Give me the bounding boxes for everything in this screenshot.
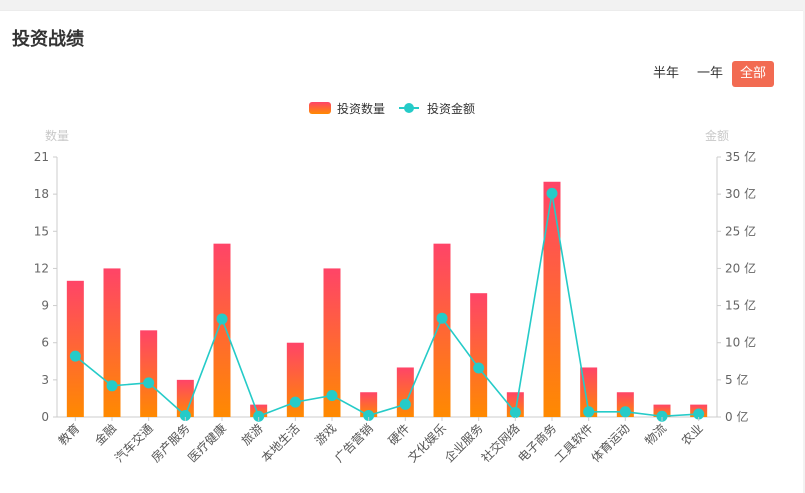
amount-point[interactable] (179, 410, 191, 422)
y-left-tick-label: 21 (34, 150, 49, 164)
y-left-tick-label: 15 (34, 224, 49, 238)
x-tick-label: 电子商务 (515, 421, 560, 466)
y-left-tick-label: 0 (41, 410, 49, 424)
amount-point[interactable] (619, 406, 631, 418)
range-all-button[interactable]: 全部 (732, 61, 775, 87)
x-tick-label: 旅游 (239, 421, 266, 448)
bar[interactable] (176, 379, 194, 417)
amount-point[interactable] (473, 362, 485, 374)
x-tick-label: 汽车交通 (111, 421, 156, 466)
legend-bar-swatch[interactable] (309, 102, 331, 114)
y-right-axis-name: 金额 (705, 128, 729, 143)
bar[interactable] (66, 280, 84, 417)
bar[interactable] (140, 330, 158, 417)
y-left-tick-label: 18 (34, 187, 49, 201)
y-left-axis-name: 数量 (45, 128, 69, 143)
range-half-year-button[interactable]: 半年 (653, 66, 680, 81)
y-right-tick-label: 20 亿 (725, 260, 756, 275)
x-tick-label: 文化娱乐 (405, 421, 450, 466)
y-right-tick-label: 25 亿 (725, 223, 756, 238)
amount-point[interactable] (326, 389, 338, 401)
amount-point[interactable] (69, 350, 81, 362)
x-tick-label: 房产服务 (148, 421, 193, 466)
amount-point[interactable] (363, 410, 375, 422)
x-tick-label: 工具软件 (552, 421, 596, 465)
bar[interactable] (213, 243, 231, 417)
amount-point[interactable] (399, 398, 411, 410)
bar[interactable] (286, 342, 304, 417)
x-tick-label: 金融 (92, 421, 120, 449)
legend: 投资数量 投资金额 (309, 101, 475, 116)
x-tick-label: 社交网络 (478, 421, 523, 466)
bar[interactable] (103, 268, 121, 417)
y-right-tick-label: 15 亿 (725, 298, 756, 313)
legend-line-marker[interactable] (404, 103, 414, 113)
y-right-tick-label: 30 亿 (725, 186, 756, 201)
x-tick-label: 物流 (642, 421, 669, 448)
bar[interactable] (543, 181, 561, 417)
amount-point[interactable] (546, 187, 558, 199)
range-one-year-button[interactable]: 一年 (697, 66, 724, 81)
y-left-tick-label: 9 (41, 299, 49, 313)
x-tick-label: 本地生活 (259, 421, 303, 465)
amount-point[interactable] (143, 377, 155, 389)
x-tick-label: 游戏 (312, 421, 339, 448)
bar[interactable] (360, 392, 378, 417)
amount-point[interactable] (216, 313, 228, 325)
bar[interactable] (323, 268, 341, 417)
x-tick-label: 体育运动 (588, 421, 633, 466)
y-right-tick-label: 10 亿 (725, 335, 756, 350)
y-right-tick-label: 0 亿 (725, 409, 748, 424)
bar[interactable] (470, 293, 488, 417)
x-tick-label: 企业服务 (441, 421, 486, 466)
amount-point[interactable] (253, 410, 265, 422)
bar[interactable] (580, 367, 598, 417)
x-tick-label: 教育 (55, 421, 83, 449)
amount-point[interactable] (693, 408, 705, 420)
amount-point[interactable] (289, 396, 301, 408)
y-right-tick-label: 5 亿 (725, 372, 748, 387)
y-right-tick-label: 35 亿 (725, 149, 756, 164)
y-left-tick-label: 6 (41, 336, 49, 350)
y-left-tick-label: 3 (41, 373, 49, 387)
x-tick-label: 广告营销 (332, 421, 376, 465)
x-tick-label: 医疗健康 (185, 421, 230, 466)
page-title: 投资战绩 (12, 29, 84, 50)
bar[interactable] (433, 243, 451, 417)
amount-point[interactable] (656, 410, 668, 422)
y-left-tick-label: 12 (34, 261, 49, 275)
x-tick-label: 农业 (679, 421, 706, 448)
amount-point[interactable] (583, 406, 595, 418)
legend-line-label[interactable]: 投资金额 (427, 101, 475, 116)
x-tick-label: 硬件 (386, 421, 413, 448)
amount-point[interactable] (509, 407, 521, 419)
legend-bar-label[interactable]: 投资数量 (337, 101, 385, 116)
amount-line (74, 193, 699, 418)
amount-point[interactable] (436, 312, 448, 324)
amount-point[interactable] (106, 380, 118, 392)
